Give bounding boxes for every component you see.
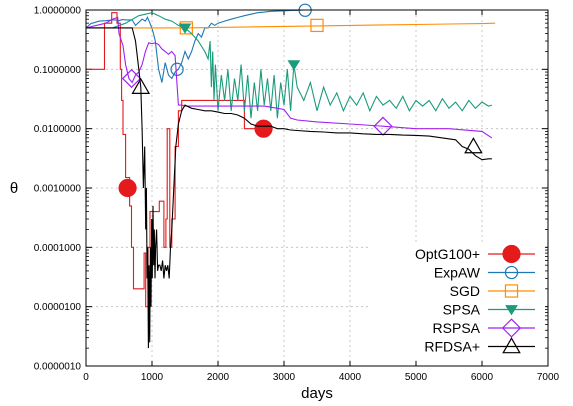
legend-label-expaw: ExpAW xyxy=(434,265,481,281)
legend-marker-sgd xyxy=(504,284,519,298)
data-point-rfdsa xyxy=(464,137,483,154)
x-tick-label: 2000 xyxy=(207,372,230,383)
data-point-optg100 xyxy=(254,119,273,138)
series-layer xyxy=(85,3,496,349)
y-tick-label: 0.0000010 xyxy=(34,362,82,373)
y-axis-label: θ xyxy=(10,180,18,197)
data-point-sgd xyxy=(179,21,193,35)
series-sgd xyxy=(86,18,496,35)
plot-frame xyxy=(85,9,549,367)
legend-label-sgd: SGD xyxy=(450,283,480,299)
legend-label-spsa: SPSA xyxy=(443,302,481,318)
series-spsa xyxy=(86,12,493,119)
series-line-expaw xyxy=(85,9,364,83)
x-tick-label: 1000 xyxy=(141,372,164,383)
data-point-spsa xyxy=(178,23,192,34)
legend-background xyxy=(370,243,545,358)
legend-marker-rspsa xyxy=(501,318,522,338)
legend-label-optg100: OptG100+ xyxy=(415,246,480,262)
series-line-sgd xyxy=(86,22,496,29)
x-tick-label: 6000 xyxy=(471,372,494,383)
series-rfdsa xyxy=(86,27,492,349)
legend-marker-spsa xyxy=(505,305,518,316)
legend-marker-rfdsa xyxy=(502,337,521,354)
data-point-sgd xyxy=(310,18,324,33)
series-line-optg100 xyxy=(86,12,265,308)
data-point-optg100 xyxy=(118,178,137,198)
x-axis-label: days xyxy=(301,385,333,402)
data-point-rspsa xyxy=(373,116,393,136)
data-point-rfdsa xyxy=(131,77,151,94)
x-tick-label: 7000 xyxy=(537,372,560,383)
x-tick-label: 5000 xyxy=(405,372,428,383)
data-point-expaw xyxy=(170,62,184,76)
legend-label-rfdsa: RFDSA+ xyxy=(424,339,480,355)
x-tick-label: 3000 xyxy=(273,372,296,383)
legend: OptG100+ ExpAW SGD SPSA RSPSA RFDSA+ xyxy=(415,244,535,355)
legend-marker-expaw xyxy=(504,265,519,280)
series-line-spsa xyxy=(86,12,493,119)
y-tick-label: 0.0001000 xyxy=(34,243,82,254)
series-optg100 xyxy=(86,12,273,308)
y-tick-label: 0.0100000 xyxy=(34,124,82,135)
series-line-rfdsa xyxy=(86,27,492,349)
x-tick-label: 0 xyxy=(83,372,89,383)
legend-label-rspsa: RSPSA xyxy=(433,320,481,336)
data-point-spsa xyxy=(287,60,301,71)
y-tick-label: 1.0000000 xyxy=(34,6,82,17)
tick-labels: 0 1000 2000 3000 4000 5000 6000 7000 0.0000010 0.… xyxy=(34,6,560,384)
y-tick-label: 0.0000100 xyxy=(34,302,82,313)
y-tick-label: 0.0010000 xyxy=(34,184,82,195)
y-tick-label: 0.1000000 xyxy=(34,65,82,76)
data-point-rspsa xyxy=(121,68,142,89)
x-tick-label: 4000 xyxy=(339,372,362,383)
legend-marker-optg100 xyxy=(502,244,521,264)
